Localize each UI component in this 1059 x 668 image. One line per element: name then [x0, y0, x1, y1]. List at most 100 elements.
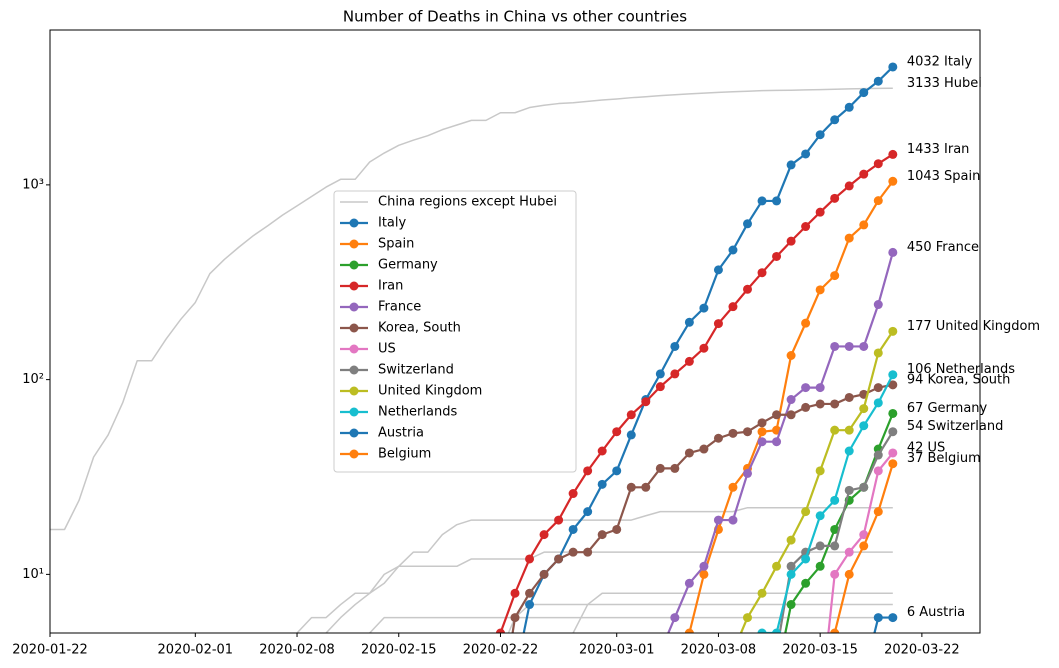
- end-label: 3133 Hubei: [907, 76, 982, 91]
- series-line: [739, 330, 894, 633]
- point: [786, 569, 796, 579]
- point: [743, 613, 752, 623]
- point: [655, 463, 665, 473]
- point: [568, 524, 578, 534]
- legend-marker: [349, 281, 359, 291]
- point: [815, 285, 825, 295]
- region-line: [507, 603, 893, 633]
- end-label: 106 Netherlands: [907, 362, 1015, 377]
- legend-label: Germany: [378, 258, 438, 273]
- point: [801, 507, 811, 517]
- point: [873, 383, 883, 393]
- point: [873, 300, 883, 310]
- end-label: 6 Austria: [907, 605, 965, 620]
- point: [568, 547, 578, 557]
- point: [743, 284, 752, 294]
- point: [801, 578, 811, 588]
- point: [583, 547, 593, 557]
- point: [844, 102, 854, 112]
- point: [510, 588, 520, 598]
- point: [684, 448, 694, 458]
- point: [525, 554, 535, 564]
- point: [844, 392, 854, 402]
- point: [743, 219, 752, 229]
- x-tick-label: 2020-02-01: [158, 643, 234, 658]
- point: [641, 482, 651, 492]
- x-tick-label: 2020-01-22: [12, 643, 88, 658]
- point: [495, 628, 505, 633]
- point: [728, 245, 738, 255]
- point: [786, 561, 796, 571]
- point: [626, 430, 636, 440]
- point: [830, 193, 840, 203]
- point: [684, 578, 694, 588]
- point: [656, 647, 665, 656]
- point: [713, 319, 723, 329]
- legend-label: Spain: [378, 237, 414, 252]
- x-tick-label: 2020-03-15: [782, 643, 858, 658]
- point: [786, 160, 796, 170]
- point: [830, 524, 840, 534]
- point: [772, 251, 782, 261]
- point: [844, 181, 854, 191]
- point: [699, 343, 709, 353]
- point: [597, 530, 607, 540]
- point: [859, 88, 869, 98]
- point: [728, 482, 738, 492]
- point: [844, 485, 854, 495]
- point: [525, 600, 535, 610]
- axes-frame: [49, 29, 981, 634]
- end-label: 54 Switzerland: [907, 419, 1004, 434]
- point: [743, 427, 752, 437]
- point: [873, 613, 883, 623]
- point: [859, 530, 869, 540]
- point: [684, 628, 694, 633]
- point: [699, 444, 709, 454]
- end-label: 37 Belgium: [907, 451, 981, 466]
- point: [525, 588, 535, 598]
- legend: China regions except Hubei Italy Spain Germ…: [333, 190, 577, 473]
- point: [786, 600, 796, 610]
- point: [859, 541, 869, 551]
- point: [859, 220, 869, 230]
- point: [830, 628, 840, 633]
- point: [670, 613, 680, 623]
- point: [786, 350, 796, 360]
- point: [699, 303, 709, 313]
- end-label: 177 United Kingdom: [907, 319, 1040, 334]
- legend-marker: [349, 239, 359, 249]
- x-tick-label: 2020-03-08: [681, 643, 757, 658]
- legend-label: Italy: [378, 216, 407, 231]
- x-tick-label: 2020-03-22: [884, 643, 960, 658]
- end-label: 1043 Spain: [907, 169, 981, 184]
- point: [888, 370, 898, 380]
- point: [830, 569, 840, 579]
- end-label: 94 Korea, South: [907, 372, 1011, 387]
- point: [626, 482, 636, 492]
- point: [597, 479, 607, 489]
- point: [844, 547, 854, 557]
- point: [873, 398, 883, 408]
- series-line: [778, 431, 894, 633]
- legend-box: [333, 190, 577, 473]
- point: [713, 265, 723, 275]
- legend-marker: [349, 302, 359, 312]
- point: [772, 437, 782, 447]
- point: [873, 507, 883, 517]
- point: [713, 433, 723, 443]
- point: [801, 554, 811, 564]
- point: [539, 569, 549, 579]
- point: [844, 341, 854, 351]
- point: [655, 369, 665, 379]
- point: [888, 176, 898, 186]
- point: [757, 418, 767, 428]
- point: [772, 647, 781, 656]
- point: [612, 524, 622, 534]
- point: [888, 427, 898, 437]
- point: [757, 628, 767, 633]
- point: [772, 561, 782, 571]
- y-tick-label: 10³: [22, 177, 44, 192]
- legend-marker: [349, 365, 359, 375]
- point: [554, 554, 564, 564]
- point: [888, 459, 898, 469]
